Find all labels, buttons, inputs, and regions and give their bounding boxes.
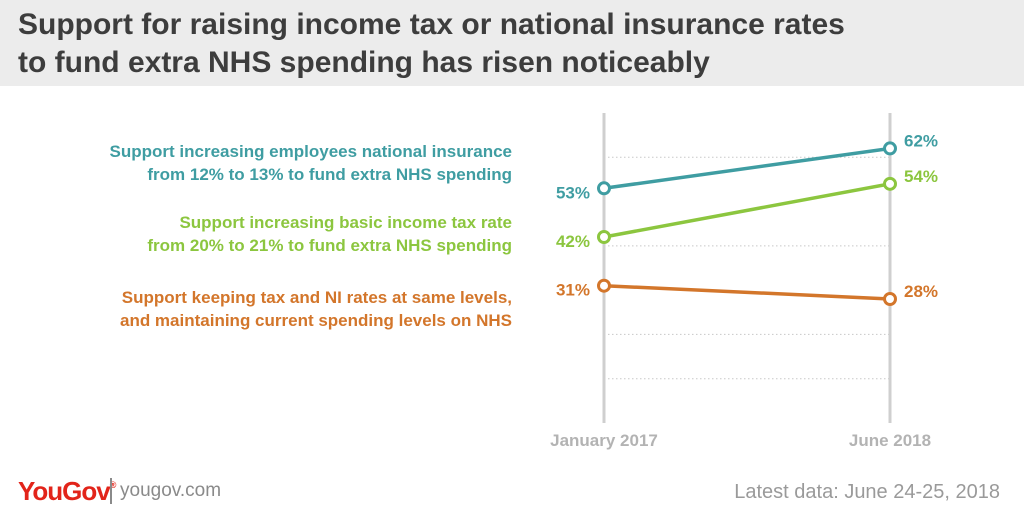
data-label-income_tax-1: 42%: [556, 232, 590, 251]
data-point-keep-2: [883, 292, 897, 306]
data-point-keep-1: [597, 278, 611, 293]
chart-title-line-2: to fund extra NHS spending has risen not…: [18, 46, 710, 79]
title-banner: Support for raising income tax or nation…: [0, 0, 1024, 86]
data-label-ni-1: 53%: [556, 183, 590, 202]
x-tick-label-2: June 2018: [849, 431, 931, 450]
footer-date-note: Latest data: June 24-25, 2018: [734, 481, 1000, 503]
data-point-income_tax-1: [597, 230, 611, 244]
data-label-keep-1: 31%: [556, 281, 590, 300]
legend-entry-income-tax-line-1: Support increasing basic income tax rate: [179, 213, 512, 232]
series-line-keep: [603, 283, 891, 301]
data-point-ni-1: [597, 181, 611, 196]
chart-title: Support for raising income tax or nation…: [18, 6, 1018, 82]
yougov-logo: YouGov®: [18, 476, 117, 507]
chart-title-line-1: Support for raising income tax or nation…: [18, 8, 845, 41]
series-line-income_tax: [603, 182, 891, 239]
legend-entry-keep-rates-line-2: and maintaining current spending levels …: [119, 311, 512, 330]
data-point-ni-2: [883, 141, 897, 156]
data-label-income_tax-2: 54%: [904, 167, 938, 186]
footer-divider: [110, 478, 112, 504]
data-point-income_tax-2: [883, 176, 897, 191]
legend-entry-national-insurance-line-2: from 12% to 13% to fund extra NHS spendi…: [147, 165, 512, 184]
series-line-ni: [603, 146, 891, 191]
yougov-logo-text: YouGov: [18, 476, 111, 506]
footer-site-link[interactable]: yougov.com: [120, 480, 222, 501]
x-tick-label-1: January 2017: [550, 431, 658, 450]
legend-entry-income-tax-line-2: from 20% to 21% to fund extra NHS spendi…: [147, 236, 512, 255]
registered-mark: ®: [109, 480, 117, 490]
legend-entry-national-insurance: Support increasing employees national in…: [110, 140, 512, 186]
legend-entry-keep-rates-line-1: Support keeping tax and NI rates at same…: [121, 288, 512, 307]
legend-entry-income-tax: Support increasing basic income tax rate…: [147, 211, 512, 257]
line-chart: January 2017 June 2018 53% 62% 42% 54% 31% 28%: [550, 113, 938, 450]
legend-entry-keep-rates: Support keeping tax and NI rates at same…: [120, 286, 512, 332]
data-label-keep-2: 28%: [904, 282, 938, 301]
data-label-ni-2: 62%: [904, 131, 938, 150]
legend-entry-national-insurance-line-1: Support increasing employees national in…: [109, 142, 512, 161]
